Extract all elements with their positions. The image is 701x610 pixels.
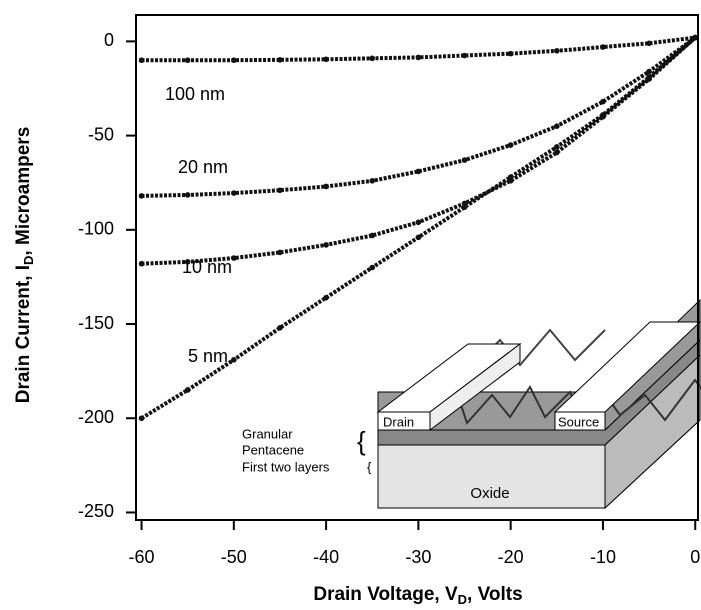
inset-label: Drain [383, 414, 414, 429]
data-point [139, 415, 145, 421]
series-label: 5 nm [188, 346, 228, 366]
data-point [323, 242, 329, 248]
data-point [554, 48, 560, 54]
x-tick-label: -40 [313, 547, 339, 567]
data-point [554, 150, 560, 156]
data-point [231, 357, 237, 363]
data-point [323, 184, 329, 190]
data-point [600, 99, 606, 105]
inset-label: Oxide [470, 485, 509, 502]
x-tick-label: 0 [690, 547, 700, 567]
data-point [646, 40, 652, 46]
series-label: 20 nm [178, 157, 228, 177]
y-axis-label: Drain Current, ID, Microampers [13, 127, 36, 404]
inset-label: Pentacene [242, 442, 304, 457]
data-point [646, 74, 652, 80]
data-point [139, 261, 145, 267]
data-point [185, 387, 191, 393]
data-point [600, 112, 606, 118]
data-point [231, 57, 237, 63]
x-tick-label: -60 [129, 547, 155, 567]
series-line [142, 38, 696, 264]
chart: Drain Source Granular Pentacene { First … [0, 0, 701, 610]
brace: { [367, 459, 372, 474]
label-part: Drain Current, I [13, 265, 34, 403]
inset-label: Granular [242, 426, 293, 441]
label-part: D [458, 592, 467, 607]
inset-label: Source [558, 414, 599, 429]
label-part: Drain Voltage, V [313, 584, 458, 605]
label-part: , Volts [467, 584, 523, 605]
y-tick-label: -150 [78, 313, 114, 333]
y-tick-label: -50 [88, 124, 114, 144]
series-label: 100 nm [165, 84, 225, 104]
data-point [139, 57, 145, 63]
data-point [508, 174, 514, 180]
data-point [508, 142, 514, 148]
data-point [416, 235, 422, 241]
data-point [462, 53, 468, 59]
data-point [646, 69, 652, 75]
brace: { [357, 426, 366, 456]
data-point [462, 204, 468, 210]
x-axis-label: Drain Voltage, VD, Volts [313, 584, 522, 607]
data-point [416, 169, 422, 175]
data-point [462, 157, 468, 163]
x-tick-label: -20 [498, 547, 524, 567]
x-tick-label: -10 [590, 547, 616, 567]
data-point [139, 193, 145, 199]
data-point [369, 233, 375, 239]
y-tick-label: -100 [78, 219, 114, 239]
data-point [369, 56, 375, 62]
data-point [185, 192, 191, 198]
y-tick-label: -250 [78, 501, 114, 521]
data-point [554, 144, 560, 150]
data-point [369, 265, 375, 271]
data-point [277, 187, 283, 193]
data-point [416, 55, 422, 61]
data-point [277, 325, 283, 331]
data-point [323, 56, 329, 62]
data-point [416, 219, 422, 225]
device-inset: Drain Source Granular Pentacene { First … [242, 300, 701, 508]
data-point [323, 295, 329, 301]
label-part: D [21, 256, 36, 265]
x-tick-label: -30 [405, 547, 431, 567]
x-tick-label: -50 [221, 547, 247, 567]
y-tick-label: 0 [104, 30, 114, 50]
data-point [277, 250, 283, 256]
data-point [508, 51, 514, 57]
data-point [277, 57, 283, 63]
inset-label: First two layers [242, 459, 330, 474]
data-point [554, 123, 560, 129]
label-part: , Microampers [13, 127, 34, 256]
y-tick-label: -200 [78, 407, 114, 427]
data-point [185, 57, 191, 63]
data-point [369, 178, 375, 184]
data-point [600, 44, 606, 50]
data-point [692, 35, 698, 41]
data-point [231, 190, 237, 196]
series-label: 10 nm [182, 257, 232, 277]
